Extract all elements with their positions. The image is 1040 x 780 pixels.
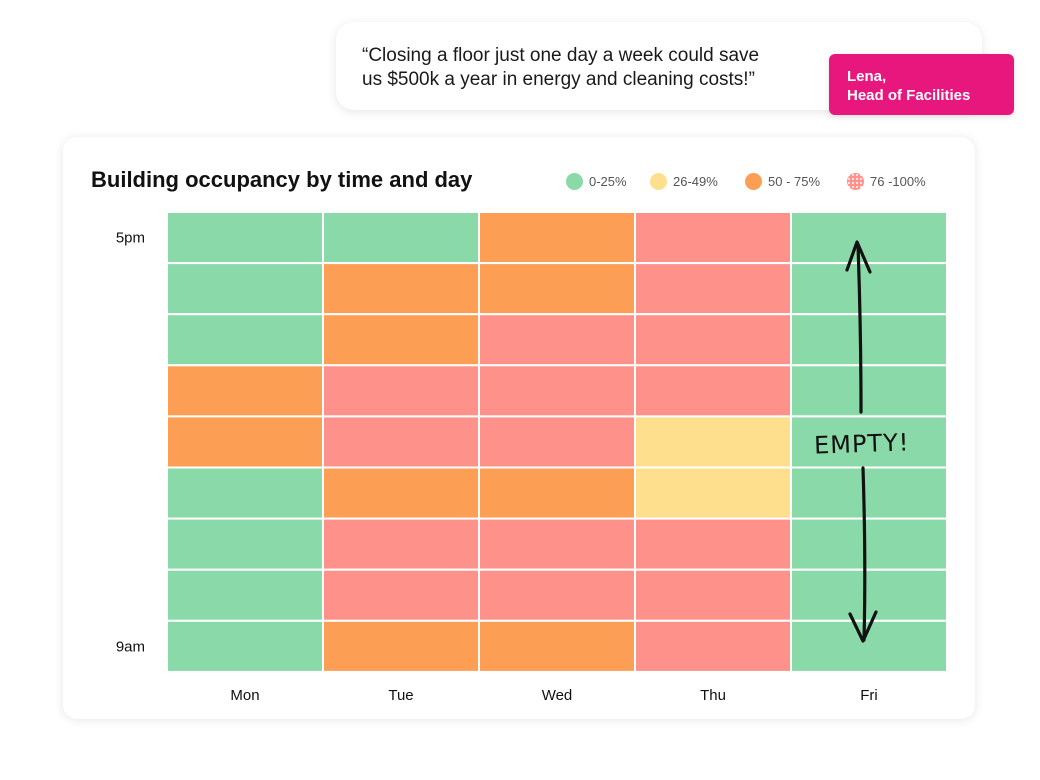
heatmap-cell-thu-row-8 [634, 619, 792, 673]
attribution-role: Head of Facilities [847, 87, 971, 104]
heatmap-cell-mon-row-8 [166, 619, 324, 673]
heatmap-cell-wed-row-6 [478, 517, 636, 571]
legend-swatch [566, 172, 583, 190]
heatmap-cell-thu-row-2 [634, 313, 792, 367]
heatmap-cell-fri-row-2 [790, 313, 948, 367]
heatmap-cell-mon-row-6 [166, 517, 324, 571]
legend-swatch [847, 172, 864, 190]
x-tick-label-fri: Fri [860, 687, 878, 704]
heatmap-cell-thu-row-6 [634, 517, 792, 571]
y-label-top: 5pm [116, 230, 145, 247]
heatmap-cell-fri-row-6 [790, 517, 948, 571]
legend-item-76-100: 76 -100% [847, 171, 926, 191]
heatmap-cell-tue-row-7 [322, 568, 480, 622]
heatmap-cell-tue-row-1 [322, 262, 480, 316]
empty-annotation-arrow [845, 240, 878, 643]
heatmap-cell-wed-row-1 [478, 262, 636, 316]
heatmap-cell-thu-row-5 [634, 466, 792, 520]
heatmap-cell-mon-row-7 [166, 568, 324, 622]
heatmap-cell-mon-row-0 [166, 211, 324, 265]
legend-swatch [650, 172, 667, 190]
heatmap-cell-tue-row-8 [322, 619, 480, 673]
quote-line-2: us $500k a year in energy and cleaning c… [362, 69, 755, 90]
attribution-name: Lena, [847, 68, 887, 85]
quote-attribution-badge: Lena, Head of Facilities [829, 54, 1014, 115]
legend-item-50-75: 50 - 75% [745, 171, 820, 191]
heatmap-cell-thu-row-1 [634, 262, 792, 316]
heatmap-cell-wed-row-7 [478, 568, 636, 622]
heatmap-cell-tue-row-6 [322, 517, 480, 571]
heatmap-cell-fri-row-5 [790, 466, 948, 520]
heatmap-cell-mon-row-1 [166, 262, 324, 316]
heatmap-cell-thu-row-3 [634, 364, 792, 418]
heatmap-cell-tue-row-3 [322, 364, 480, 418]
heatmap-cell-wed-row-0 [478, 211, 636, 265]
legend-swatch [745, 172, 762, 190]
heatmap-cell-wed-row-8 [478, 619, 636, 673]
x-tick-label-mon: Mon [230, 687, 259, 704]
legend-label: 50 - 75% [768, 173, 821, 189]
x-tick-label-tue: Tue [388, 687, 413, 704]
heatmap-cell-fri-row-7 [790, 568, 948, 622]
heatmap-cell-wed-row-2 [478, 313, 636, 367]
chart-title: Building occupancy by time and day [91, 167, 473, 192]
quote-text: “Closing a floor just one day a week cou… [362, 44, 822, 92]
heatmap-cell-tue-row-2 [322, 313, 480, 367]
heatmap-cell-thu-row-4 [634, 415, 792, 469]
legend-item-26-49: 26-49% [650, 171, 718, 191]
heatmap-cell-tue-row-5 [322, 466, 480, 520]
heatmap-cell-fri-row-0 [790, 211, 948, 265]
heatmap-cell-tue-row-4 [322, 415, 480, 469]
legend-label: 26-49% [673, 173, 718, 189]
heatmap-cell-mon-row-5 [166, 466, 324, 520]
x-tick-label-wed: Wed [542, 687, 573, 704]
quote-line-1: “Closing a floor just one day a week cou… [362, 45, 760, 66]
heatmap-cell-wed-row-3 [478, 364, 636, 418]
legend-item-0-25: 0-25% [566, 171, 627, 191]
x-tick-label-thu: Thu [700, 687, 726, 704]
heatmap-cell-thu-row-0 [634, 211, 792, 265]
heatmap-cell-thu-row-7 [634, 568, 792, 622]
legend-label: 76 -100% [870, 173, 926, 189]
heatmap-cell-mon-row-2 [166, 313, 324, 367]
heatmap-cell-wed-row-5 [478, 466, 636, 520]
heatmap-cell-fri-row-3 [790, 364, 948, 418]
y-label-bottom: 9am [116, 638, 145, 655]
heatmap-cell-mon-row-4 [166, 415, 324, 469]
heatmap-cell-fri-row-4 [790, 415, 948, 469]
legend: 0-25% 26-49% 50 - 75% 76 -100% [566, 171, 966, 191]
legend-label: 0-25% [589, 173, 627, 189]
heatmap-cell-tue-row-0 [322, 211, 480, 265]
heatmap-cell-wed-row-4 [478, 415, 636, 469]
empty-annotation-label: EMPTY! [814, 428, 910, 459]
heatmap-cell-mon-row-3 [166, 364, 324, 418]
